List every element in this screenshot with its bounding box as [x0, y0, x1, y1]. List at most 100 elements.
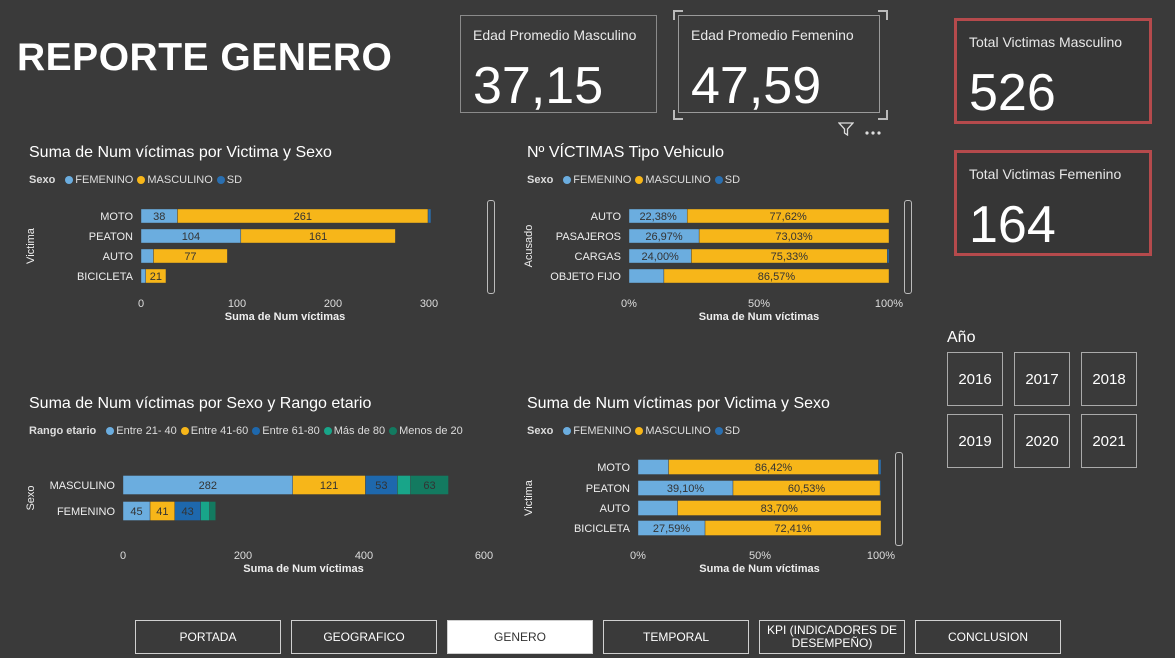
- kpi-value: 164: [969, 196, 1056, 254]
- bar-segment[interactable]: [410, 475, 449, 495]
- bar-segment[interactable]: [628, 228, 700, 244]
- bar-segment[interactable]: [637, 520, 706, 536]
- nav-temporal[interactable]: TEMPORAL: [603, 620, 749, 654]
- bar-segment[interactable]: [292, 475, 366, 495]
- kpi-value: 47,59: [691, 57, 822, 115]
- nav-genero[interactable]: GENERO: [447, 620, 593, 654]
- scrollbar[interactable]: [904, 200, 912, 294]
- data-label: 261: [294, 211, 312, 223]
- bar-segment[interactable]: [698, 228, 890, 244]
- bar-segment[interactable]: [878, 459, 882, 475]
- legend-item[interactable]: FEMENINO: [75, 174, 134, 186]
- bar-segment[interactable]: [732, 480, 881, 496]
- nav-kpi[interactable]: KPI (INDICADORES DE DESEMPEÑO): [759, 620, 905, 654]
- legend-item[interactable]: MASCULINO: [147, 174, 213, 186]
- y-axis-title: Victima: [25, 227, 37, 264]
- kpi-card-edad-femenino[interactable]: Edad Promedio Femenino 47,59: [678, 15, 880, 115]
- bar-segment[interactable]: [691, 248, 888, 264]
- bar-segment[interactable]: [240, 228, 396, 244]
- bar-segment[interactable]: [149, 501, 175, 521]
- legend-item[interactable]: MASCULINO: [645, 425, 711, 437]
- bar-segment[interactable]: [879, 480, 882, 496]
- legend-item[interactable]: SD: [724, 174, 741, 186]
- data-label: 77,62%: [769, 211, 807, 223]
- year-button-2018[interactable]: 2018: [1081, 352, 1137, 406]
- legend-item[interactable]: SD: [226, 174, 243, 186]
- resize-handle[interactable]: [673, 10, 683, 20]
- bar-segment[interactable]: [140, 248, 154, 264]
- bar-segment[interactable]: [397, 475, 411, 495]
- bar-segment[interactable]: [140, 268, 147, 284]
- data-label: 86,42%: [755, 462, 793, 474]
- bar-segment[interactable]: [153, 248, 228, 264]
- bar-segment[interactable]: [677, 500, 882, 516]
- bar-segment[interactable]: [140, 228, 242, 244]
- bar-segment[interactable]: [637, 459, 669, 475]
- x-tick-label: 600: [475, 550, 493, 562]
- bar-segment[interactable]: [686, 208, 890, 224]
- bar-segment[interactable]: [628, 208, 688, 224]
- bar-segment[interactable]: [209, 501, 216, 521]
- legend-marker: [65, 176, 74, 184]
- legend-item[interactable]: FEMENINO: [573, 425, 632, 437]
- bar-segment[interactable]: [668, 459, 879, 475]
- legend-item[interactable]: SD: [724, 425, 741, 437]
- bar-segment[interactable]: [145, 268, 167, 284]
- more-options-icon[interactable]: [864, 123, 882, 139]
- bar-segment[interactable]: [200, 501, 210, 521]
- scrollbar[interactable]: [895, 452, 903, 546]
- data-label: 121: [320, 480, 338, 492]
- x-tick-label: 200: [324, 298, 342, 310]
- bar-segment[interactable]: [140, 208, 178, 224]
- year-button-2020[interactable]: 2020: [1014, 414, 1070, 468]
- nav-conclusion[interactable]: CONCLUSION: [915, 620, 1061, 654]
- legend-marker: [106, 427, 115, 435]
- resize-handle[interactable]: [878, 110, 888, 120]
- year-slicer-title: Año: [947, 329, 976, 346]
- bar-segment[interactable]: [637, 480, 734, 496]
- bar-segment[interactable]: [122, 501, 151, 521]
- bar-segment[interactable]: [122, 475, 293, 495]
- kpi-card-edad-masculino[interactable]: Edad Promedio Masculino 37,15: [460, 15, 657, 115]
- bar-segment[interactable]: [887, 248, 890, 264]
- data-label: 38: [153, 211, 165, 223]
- year-button-2017[interactable]: 2017: [1014, 352, 1070, 406]
- year-button-2016[interactable]: 2016: [947, 352, 1003, 406]
- filter-icon[interactable]: [837, 122, 858, 139]
- kpi-card-total-masculino[interactable]: Total Victimas Masculino 526: [954, 18, 1152, 124]
- kpi-label: Edad Promedio Femenino: [691, 27, 854, 43]
- nav-geografico[interactable]: GEOGRAFICO: [291, 620, 437, 654]
- resize-handle[interactable]: [878, 10, 888, 20]
- legend-item[interactable]: MASCULINO: [645, 174, 711, 186]
- kpi-card-total-femenino[interactable]: Total Victimas Femenino 164: [954, 150, 1152, 256]
- bar-segment[interactable]: [628, 268, 665, 284]
- data-label: 63: [423, 480, 435, 492]
- data-label: 77: [184, 251, 196, 263]
- legend-item[interactable]: FEMENINO: [573, 174, 632, 186]
- bar-segment[interactable]: [427, 208, 432, 224]
- scrollbar[interactable]: [487, 200, 495, 294]
- kpi-label: Edad Promedio Masculino: [473, 27, 637, 43]
- data-label: 72,41%: [774, 523, 812, 535]
- nav-portada[interactable]: PORTADA: [135, 620, 281, 654]
- x-tick-label: 100: [228, 298, 246, 310]
- bar-segment[interactable]: [628, 248, 692, 264]
- legend-item[interactable]: Más de 80: [333, 425, 386, 437]
- resize-handle[interactable]: [673, 110, 683, 120]
- bar-segment[interactable]: [704, 520, 882, 536]
- year-button-2021[interactable]: 2021: [1081, 414, 1137, 468]
- chart-title: Suma de Num víctimas por Victima y Sexo: [29, 144, 332, 161]
- legend-marker: [563, 427, 572, 435]
- y-axis-title: Acusado: [523, 225, 535, 268]
- legend-item[interactable]: Menos de 20: [399, 425, 463, 437]
- bar-segment[interactable]: [174, 501, 201, 521]
- bar-segment[interactable]: [177, 208, 429, 224]
- legend-item[interactable]: Entre 61-80: [262, 425, 320, 437]
- bar-segment[interactable]: [365, 475, 398, 495]
- bar-segment[interactable]: [663, 268, 890, 284]
- bar-segment[interactable]: [637, 500, 678, 516]
- legend-item[interactable]: Entre 21- 40: [116, 425, 177, 437]
- legend-item[interactable]: Entre 41-60: [190, 425, 249, 437]
- year-button-2019[interactable]: 2019: [947, 414, 1003, 468]
- legend-marker: [635, 427, 644, 435]
